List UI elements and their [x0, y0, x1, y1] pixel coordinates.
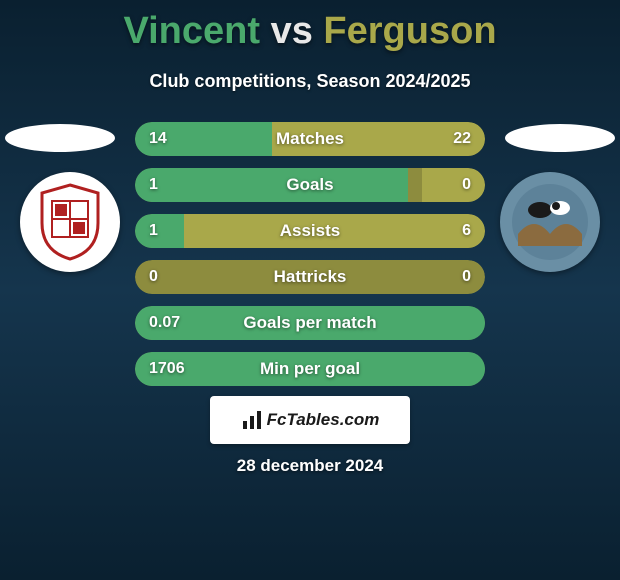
stat-label: Min per goal	[135, 352, 485, 386]
player1-name: Vincent	[123, 10, 260, 52]
stat-row: 0.07Goals per match	[135, 306, 485, 340]
stat-label: Assists	[135, 214, 485, 248]
stats-bars: 1422Matches 10Goals 16Assists 00Hattricks 0.…	[135, 122, 485, 398]
stat-label: Goals per match	[135, 306, 485, 340]
stat-row: 1422Matches	[135, 122, 485, 156]
brand-box[interactable]: FcTables.com	[210, 396, 410, 444]
player1-ellipse	[5, 124, 115, 152]
crest-bridge-icon	[510, 182, 590, 262]
stat-row: 1706Min per goal	[135, 352, 485, 386]
comparison-title: Vincent vs Ferguson	[0, 0, 620, 53]
subtitle: Club competitions, Season 2024/2025	[0, 71, 620, 92]
player2-crest	[500, 172, 600, 272]
brand-text: FcTables.com	[267, 410, 380, 430]
crest-shield-icon	[38, 183, 102, 261]
stat-label: Matches	[135, 122, 485, 156]
player2-name: Ferguson	[323, 10, 496, 52]
title-vs: vs	[271, 10, 313, 52]
stat-row: 10Goals	[135, 168, 485, 202]
stat-row: 16Assists	[135, 214, 485, 248]
stat-row: 00Hattricks	[135, 260, 485, 294]
stat-label: Hattricks	[135, 260, 485, 294]
stat-label: Goals	[135, 168, 485, 202]
player1-crest	[20, 172, 120, 272]
player2-ellipse	[505, 124, 615, 152]
brand-chart-icon	[241, 409, 263, 431]
date-label: 28 december 2024	[0, 456, 620, 476]
